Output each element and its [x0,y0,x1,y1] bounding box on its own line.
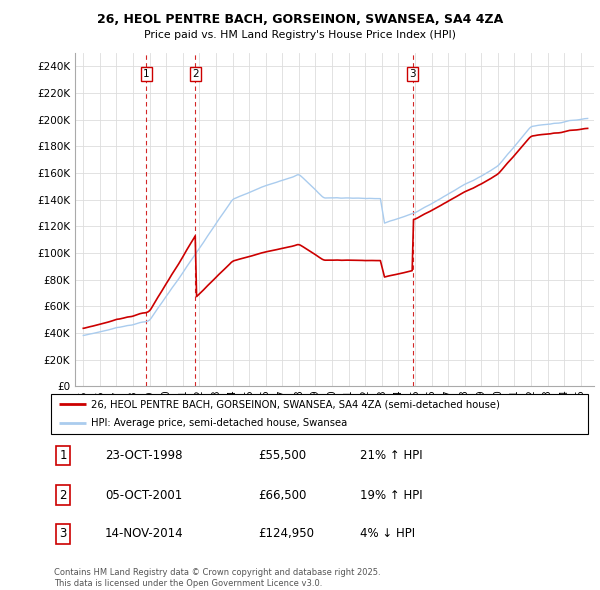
Text: 4% ↓ HPI: 4% ↓ HPI [360,527,415,540]
Text: £124,950: £124,950 [258,527,314,540]
Text: 3: 3 [409,69,416,79]
Text: £66,500: £66,500 [258,489,307,502]
Text: 26, HEOL PENTRE BACH, GORSEINON, SWANSEA, SA4 4ZA (semi-detached house): 26, HEOL PENTRE BACH, GORSEINON, SWANSEA… [91,399,500,409]
Text: 2: 2 [192,69,199,79]
Text: Price paid vs. HM Land Registry's House Price Index (HPI): Price paid vs. HM Land Registry's House … [144,30,456,40]
Text: 2: 2 [59,489,67,502]
Text: 23-OCT-1998: 23-OCT-1998 [105,449,182,462]
Text: 1: 1 [143,69,150,79]
Text: HPI: Average price, semi-detached house, Swansea: HPI: Average price, semi-detached house,… [91,418,347,428]
Text: 1: 1 [59,449,67,462]
Text: Contains HM Land Registry data © Crown copyright and database right 2025.
This d: Contains HM Land Registry data © Crown c… [54,568,380,588]
Text: £55,500: £55,500 [258,449,306,462]
Text: 26, HEOL PENTRE BACH, GORSEINON, SWANSEA, SA4 4ZA: 26, HEOL PENTRE BACH, GORSEINON, SWANSEA… [97,13,503,26]
Text: 21% ↑ HPI: 21% ↑ HPI [360,449,422,462]
Text: 19% ↑ HPI: 19% ↑ HPI [360,489,422,502]
FancyBboxPatch shape [51,394,588,434]
Text: 14-NOV-2014: 14-NOV-2014 [105,527,184,540]
Text: 3: 3 [59,527,67,540]
Text: 05-OCT-2001: 05-OCT-2001 [105,489,182,502]
